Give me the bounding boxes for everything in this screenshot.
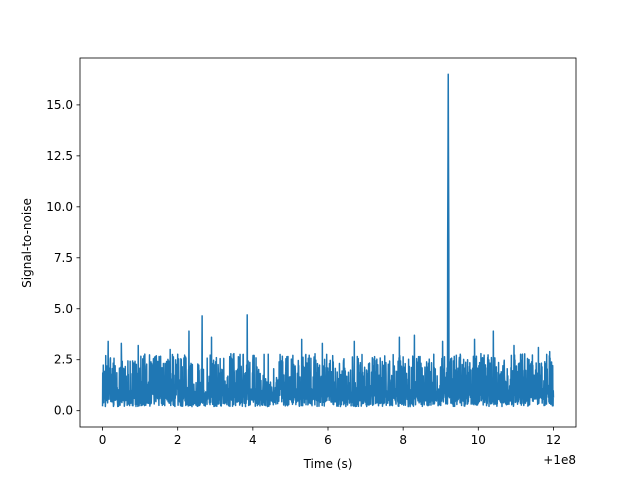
x-tick-label: 2 — [174, 433, 182, 447]
series-line — [101, 73, 555, 408]
x-tick-label: 12 — [546, 433, 561, 447]
x-tick-label: 0 — [99, 433, 107, 447]
axes-layer: 0 2 4 6 8 10 12 0.0 2.5 5.0 7.5 10.0 12.5 15.0 — [46, 57, 577, 447]
plot-area — [101, 73, 555, 408]
y-tick-label: 7.5 — [54, 251, 73, 265]
y-tick-label: 5.0 — [54, 302, 73, 316]
x-axis-offset-label: +1e8 — [543, 453, 576, 467]
x-tick-label: 8 — [399, 433, 407, 447]
x-axis-label: Time (s) — [303, 457, 353, 471]
y-tick-label: 12.5 — [46, 149, 73, 163]
x-tick-label: 6 — [324, 433, 332, 447]
y-axis-label: Signal-to-noise — [20, 198, 34, 288]
x-tick-label: 4 — [249, 433, 257, 447]
y-tick-label: 0.0 — [54, 404, 73, 418]
y-tick-label: 10.0 — [46, 200, 73, 214]
y-tick-label: 15.0 — [46, 98, 73, 112]
y-tick-label: 2.5 — [54, 353, 73, 367]
x-tick-label: 10 — [471, 433, 486, 447]
